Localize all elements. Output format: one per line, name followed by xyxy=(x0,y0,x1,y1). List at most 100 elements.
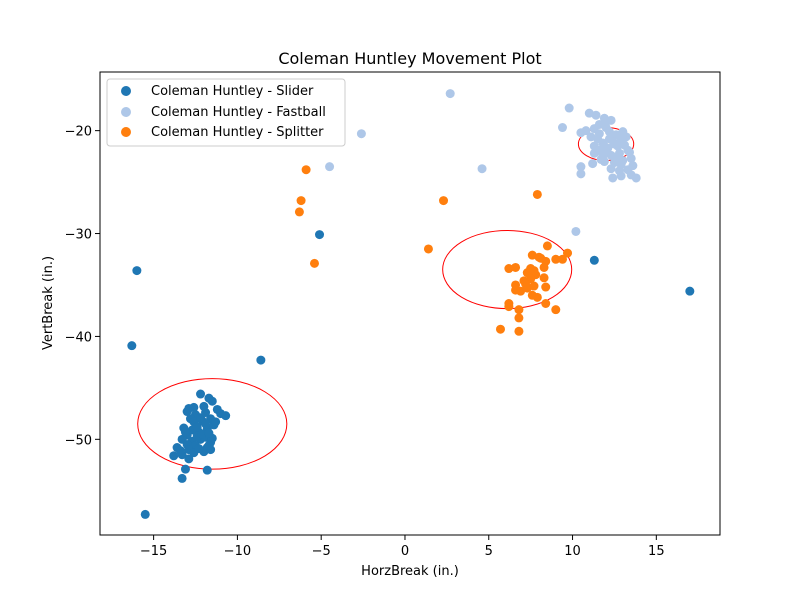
splitter-point xyxy=(504,302,514,312)
fastball-point xyxy=(593,134,603,144)
slider-point xyxy=(207,396,217,406)
splitter-point xyxy=(511,262,521,272)
axes-frame xyxy=(99,71,721,536)
y-axis-ticks: −20 −30 −40 −50 xyxy=(65,125,100,448)
splitter-point xyxy=(439,196,449,206)
point-group xyxy=(127,89,695,519)
x-tick-label: −15 xyxy=(140,544,167,559)
slider-point xyxy=(211,417,221,427)
slider-point xyxy=(140,509,150,519)
y-tick-label: −20 xyxy=(65,125,92,140)
slider-point xyxy=(180,464,190,474)
splitter-point xyxy=(541,282,551,292)
splitter-point xyxy=(529,266,539,276)
slider-point xyxy=(194,444,204,454)
slider-point xyxy=(197,429,207,439)
fastball-point xyxy=(616,171,626,181)
fastball-point xyxy=(599,141,609,151)
legend-label-splitter: Coleman Huntley - Splitter xyxy=(151,125,324,140)
series-splitter xyxy=(294,165,573,336)
fastball-point xyxy=(571,226,581,236)
splitter-point xyxy=(511,285,521,295)
slider-point xyxy=(204,440,214,450)
legend-label-slider: Coleman Huntley - Slider xyxy=(151,84,314,99)
slider-point xyxy=(589,255,599,265)
slider-point xyxy=(199,401,209,411)
splitter-point xyxy=(529,281,539,291)
x-tick-label: 10 xyxy=(564,544,581,559)
splitter-point xyxy=(539,273,549,283)
x-axis-ticks: −15 −10 −5 0 5 10 15 xyxy=(140,535,665,559)
splitter-point xyxy=(551,305,561,315)
slider-point xyxy=(180,427,190,437)
x-tick-label: 5 xyxy=(485,544,493,559)
x-tick-label: −10 xyxy=(224,544,251,559)
fastball-point xyxy=(588,159,598,169)
fastball-point xyxy=(611,153,621,163)
splitter-point xyxy=(514,305,524,315)
legend-marker-slider xyxy=(121,86,131,96)
fastball-point xyxy=(325,162,335,172)
legend-marker-splitter xyxy=(121,127,131,137)
slider-point xyxy=(192,422,202,432)
fastball-point xyxy=(628,161,638,171)
fastball-point xyxy=(589,148,599,158)
legend-label-fastball: Coleman Huntley - Fastball xyxy=(151,105,326,120)
splitter-point xyxy=(514,326,524,336)
slider-point xyxy=(315,230,325,240)
legend: Coleman Huntley - Slider Coleman Huntley… xyxy=(106,78,346,147)
x-tick-label: 15 xyxy=(648,544,665,559)
fastball-point xyxy=(356,129,366,139)
y-tick-label: −30 xyxy=(65,228,92,243)
slider-point xyxy=(256,355,266,365)
splitter-point xyxy=(563,248,573,258)
fastball-point xyxy=(445,89,455,99)
y-tick-label: −50 xyxy=(65,433,92,448)
plot-area: −15 −10 −5 0 5 10 15 −20 −30 −40 −50 xyxy=(65,71,721,559)
splitter-point xyxy=(539,262,549,272)
series-slider xyxy=(127,230,695,519)
fastball-point xyxy=(608,173,618,183)
fastball-point xyxy=(477,164,487,174)
splitter-point xyxy=(301,165,311,175)
x-tick-label: 0 xyxy=(401,544,409,559)
slider-point xyxy=(127,341,137,351)
y-axis-label: VertBreak (in.) xyxy=(41,256,56,350)
fastball-point xyxy=(564,103,574,113)
slider-point xyxy=(204,428,214,438)
slider-point xyxy=(196,389,206,399)
cluster-ellipse xyxy=(137,378,288,470)
splitter-point xyxy=(534,252,544,262)
fastball-point xyxy=(591,110,601,120)
slider-point xyxy=(201,419,211,429)
slider-point xyxy=(685,286,695,296)
y-tick-label: −40 xyxy=(65,330,92,345)
splitter-point xyxy=(532,189,542,199)
slider-point xyxy=(184,454,194,464)
fastball-point xyxy=(631,173,641,183)
slider-point xyxy=(184,403,194,413)
legend-box xyxy=(106,78,346,147)
splitter-point xyxy=(527,290,537,300)
splitter-point xyxy=(309,258,319,268)
series-fastball xyxy=(325,89,641,236)
slider-point xyxy=(132,266,142,276)
slider-point xyxy=(221,411,231,421)
x-axis-label: HorzBreak (in.) xyxy=(361,564,459,579)
chart-title: Coleman Huntley Movement Plot xyxy=(278,49,541,68)
splitter-point xyxy=(296,196,306,206)
splitter-point xyxy=(294,207,304,217)
fastball-point xyxy=(618,127,628,137)
fastball-point xyxy=(604,134,614,144)
fastball-point xyxy=(596,154,606,164)
slider-point xyxy=(169,451,179,461)
slider-point xyxy=(202,465,212,475)
fastball-point xyxy=(576,169,586,179)
legend-marker-fastball xyxy=(121,107,131,117)
splitter-point xyxy=(504,264,514,274)
splitter-point xyxy=(542,241,552,251)
fastball-point xyxy=(606,164,616,174)
slider-point xyxy=(175,446,185,456)
fastball-point xyxy=(625,147,635,157)
slider-point xyxy=(177,473,187,483)
